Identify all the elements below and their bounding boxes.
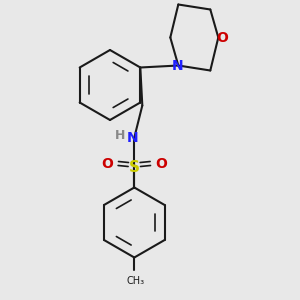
Text: N: N (127, 130, 138, 145)
Text: O: O (155, 157, 167, 170)
Text: CH₃: CH₃ (126, 275, 144, 286)
Text: N: N (172, 59, 183, 74)
Text: S: S (129, 160, 140, 175)
Text: H: H (115, 129, 125, 142)
Text: O: O (216, 31, 228, 44)
Text: O: O (101, 157, 113, 170)
